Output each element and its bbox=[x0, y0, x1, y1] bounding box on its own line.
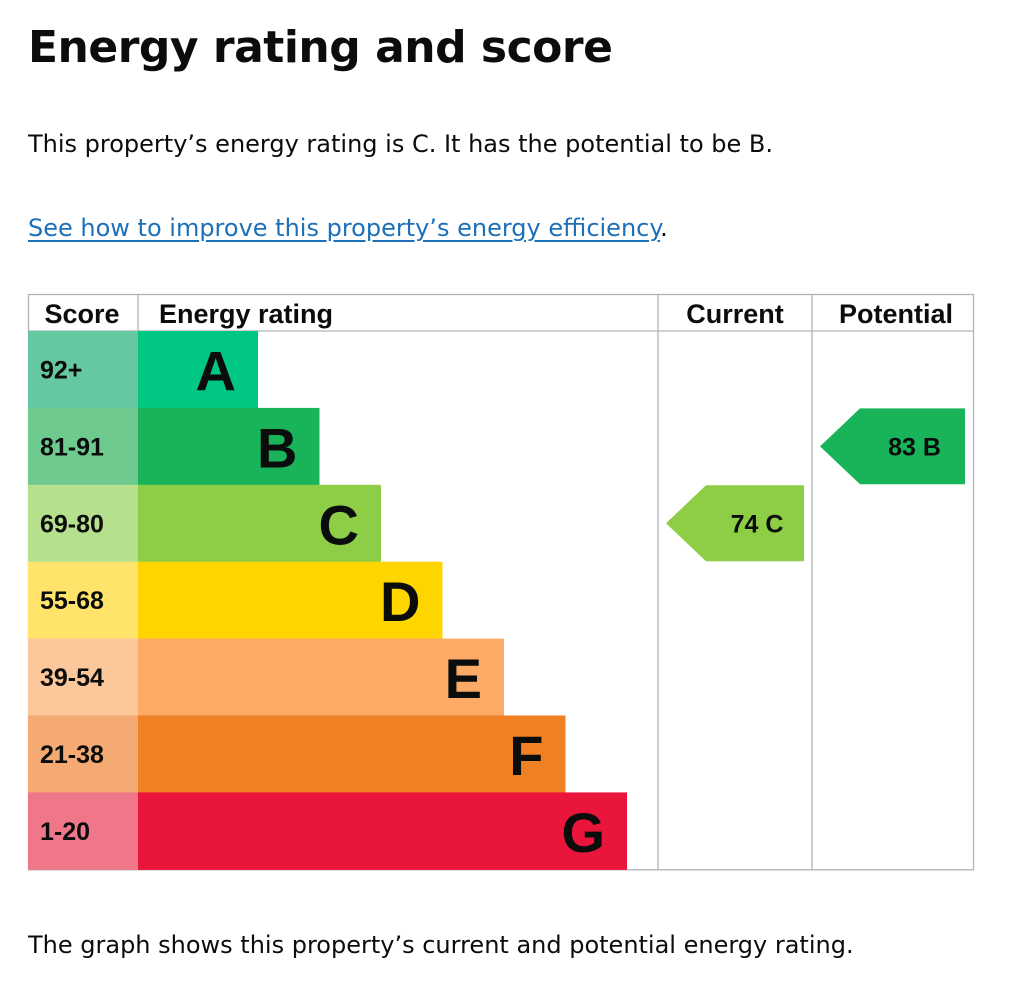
chart-grid bbox=[27, 293, 975, 871]
rating-letter-e: E bbox=[445, 647, 482, 710]
improve-paragraph: See how to improve this property’s energ… bbox=[28, 210, 668, 246]
rating-markers: 74 C 83 B bbox=[666, 408, 965, 562]
rating-bar-c bbox=[138, 484, 381, 563]
potential-rating-arrow bbox=[820, 408, 965, 485]
score-cell-e bbox=[28, 638, 138, 717]
score-label-e: 39-54 bbox=[40, 664, 104, 692]
rating-bar-d bbox=[138, 561, 443, 640]
score-cell-a bbox=[28, 331, 138, 409]
rating-letter-a: A bbox=[196, 339, 236, 402]
header-score: Score bbox=[44, 299, 119, 329]
improve-efficiency-link[interactable]: See how to improve this property’s energ… bbox=[28, 214, 661, 242]
score-cell-d bbox=[28, 561, 138, 640]
rating-bar-g bbox=[138, 792, 627, 870]
rating-bar-a bbox=[138, 331, 258, 409]
header-current: Current bbox=[686, 299, 784, 329]
rating-bar-b bbox=[138, 407, 320, 486]
score-cell-c bbox=[28, 484, 138, 563]
potential-rating-label: 83 B bbox=[888, 433, 941, 461]
improve-suffix: . bbox=[660, 214, 668, 242]
score-label-g: 1-20 bbox=[40, 818, 90, 846]
rating-bar-f bbox=[138, 715, 566, 793]
rating-bands: 92+ A 81-91 B 69-80 C 55-68 D 39-54 E 21-38 F 1-20 G bbox=[28, 331, 627, 870]
chart-header: Score Energy rating Current Potential bbox=[44, 299, 953, 329]
current-rating-label: 74 C bbox=[731, 510, 784, 538]
header-energy-rating: Energy rating bbox=[159, 299, 333, 329]
score-cell-f bbox=[28, 715, 138, 793]
rating-bar-e bbox=[138, 638, 504, 717]
score-label-a: 92+ bbox=[40, 356, 82, 384]
chart-footnote: The graph shows this property’s current … bbox=[28, 931, 854, 959]
rating-letter-b: B bbox=[257, 416, 297, 479]
rating-summary: This property’s energy rating is C. It h… bbox=[28, 130, 773, 158]
rating-letter-c: C bbox=[319, 493, 359, 556]
rating-letter-f: F bbox=[509, 724, 543, 787]
page-title: Energy rating and score bbox=[28, 22, 613, 73]
score-label-b: 81-91 bbox=[40, 433, 104, 461]
score-label-c: 69-80 bbox=[40, 510, 104, 538]
score-label-f: 21-38 bbox=[40, 741, 104, 769]
rating-letter-d: D bbox=[380, 570, 420, 633]
rating-letter-g: G bbox=[561, 801, 605, 864]
score-label-d: 55-68 bbox=[40, 587, 104, 615]
score-cell-b bbox=[28, 407, 138, 486]
header-potential: Potential bbox=[839, 299, 953, 329]
score-cell-g bbox=[28, 792, 138, 870]
current-rating-arrow bbox=[666, 485, 804, 562]
